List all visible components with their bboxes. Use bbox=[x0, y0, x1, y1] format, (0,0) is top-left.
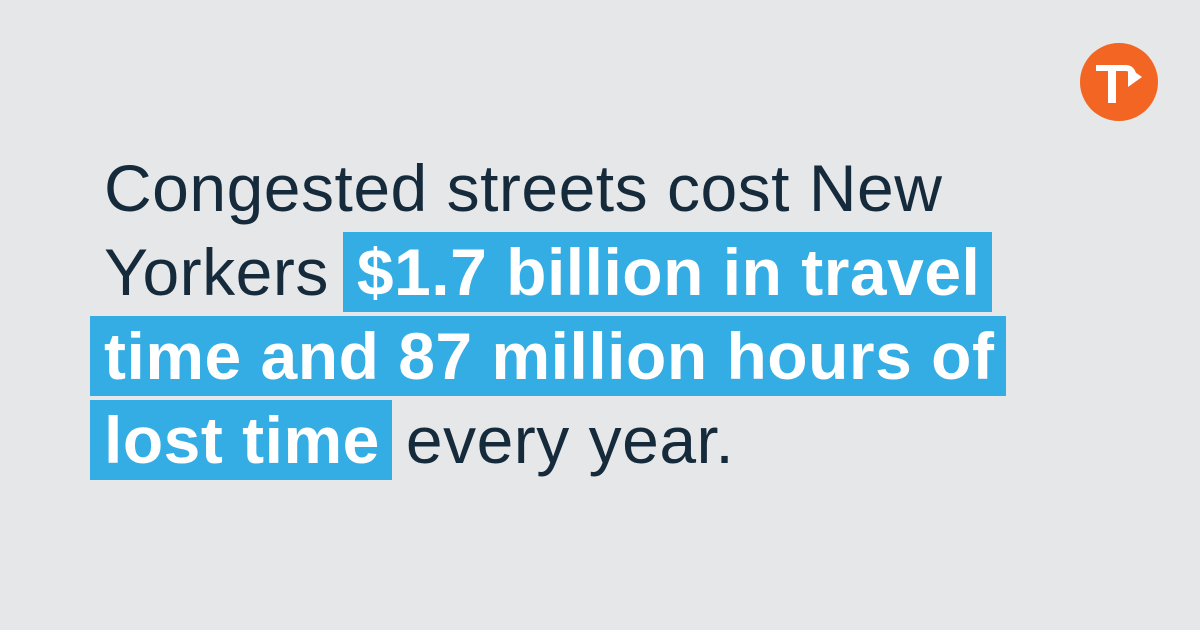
brand-logo bbox=[1080, 43, 1158, 121]
highlighted-statistic: lost time bbox=[90, 400, 392, 480]
quote-text: Congested streets cost New bbox=[104, 151, 943, 225]
quote-line-2: Yorkers $1.7 billion in travel bbox=[90, 232, 993, 312]
quote-line-4: lost time every year. bbox=[90, 400, 746, 480]
quote-text: Yorkers bbox=[104, 235, 329, 309]
quote-line-3: time and 87 million hours of bbox=[90, 316, 1007, 396]
tstc-logo-icon bbox=[1080, 43, 1158, 121]
highlighted-statistic: $1.7 billion in travel bbox=[342, 232, 993, 312]
highlighted-statistic: time and 87 million hours of bbox=[90, 316, 1007, 396]
quote-text: every year. bbox=[405, 403, 735, 477]
quote-line-1: Congested streets cost New bbox=[90, 148, 954, 228]
